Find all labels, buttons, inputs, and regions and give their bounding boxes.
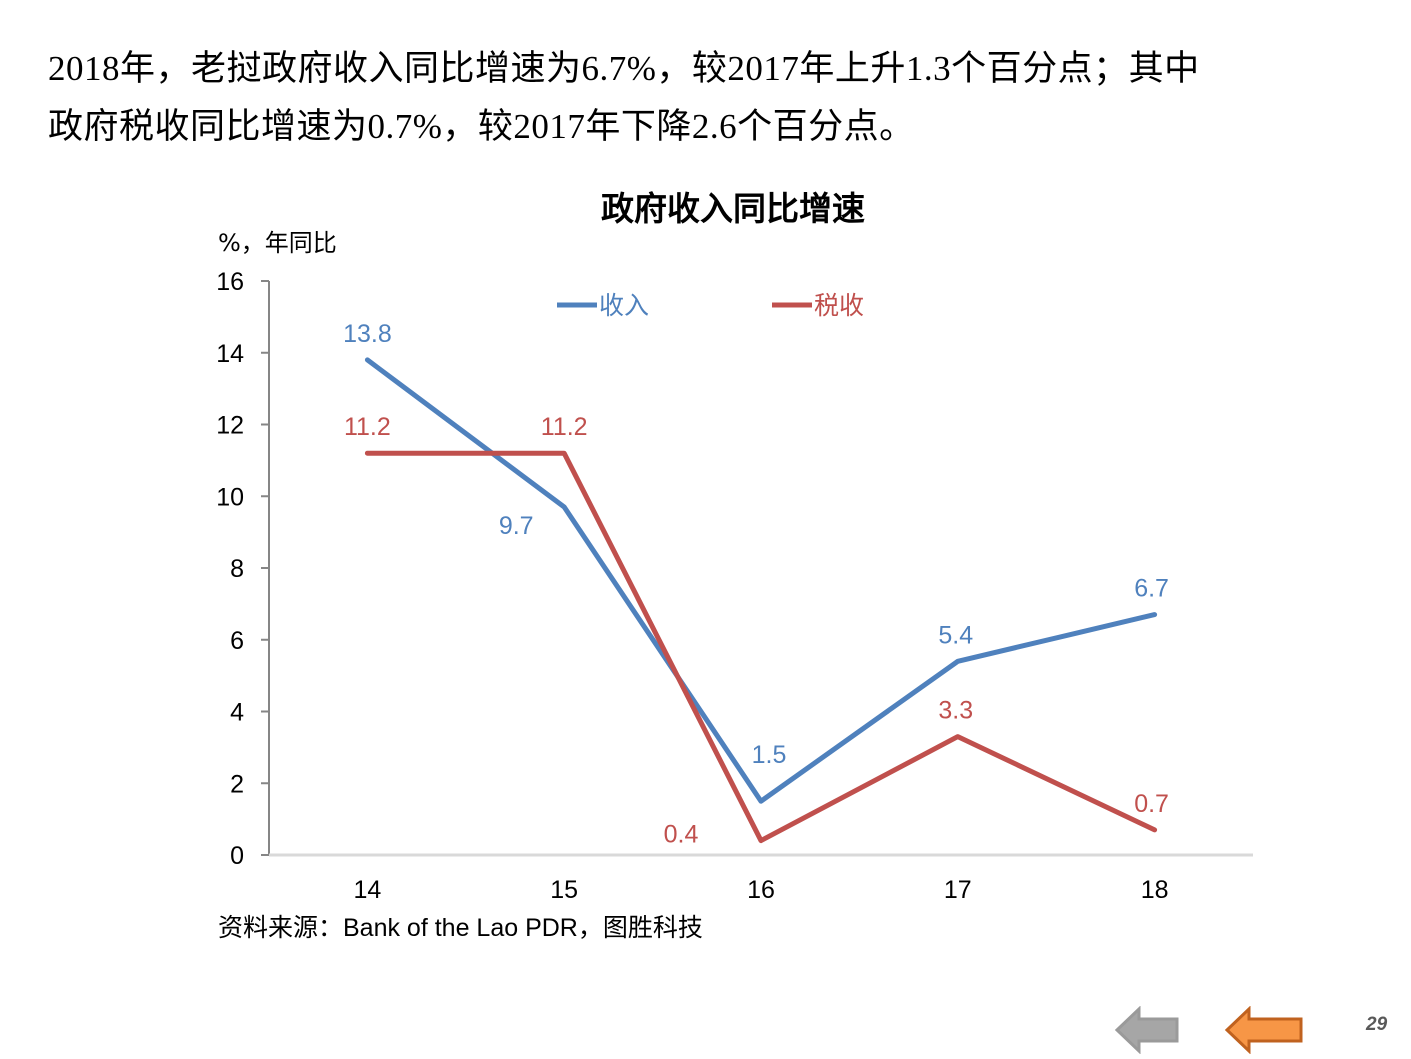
y-tick-label: 16 [216,268,244,296]
line-chart: 政府收入同比增速 %，年同比 0 2 4 6 8 10 12 14 16 14 15 16 17 18 收… [0,0,1411,1000]
data-label: 9.7 [499,512,534,540]
y-tick-label: 10 [216,483,244,511]
y-tick-label: 2 [230,770,244,798]
orange-left-arrow-icon [1223,1006,1305,1054]
data-label: 11.2 [541,413,588,441]
legend-label-0: 收入 [599,291,649,320]
data-label: 11.2 [344,413,391,441]
x-tick-label: 17 [944,876,972,904]
data-labels: 13.8 9.7 1.5 5.4 6.7 11.2 11.2 0.4 3.3 0.7 [343,320,1169,849]
data-label: 1.5 [752,741,787,769]
series-line-0 [367,360,1154,801]
data-label: 13.8 [343,320,392,348]
y-tick-label: 0 [230,842,244,870]
x-tick-label: 18 [1141,876,1169,904]
x-tick-label: 14 [353,876,381,904]
chart-legend: 收入 税收 [557,291,864,320]
data-label: 0.7 [1134,790,1169,818]
y-tick-label: 12 [216,412,244,440]
y-axis-label: %，年同比 [218,229,337,257]
chart-title: 政府收入同比增速 [601,189,865,228]
previous-button[interactable] [1223,1006,1305,1054]
data-label: 5.4 [938,621,973,649]
data-label: 6.7 [1134,575,1169,603]
x-tick-label: 15 [550,876,578,904]
gray-left-arrow-icon [1113,1006,1181,1054]
data-label: 0.4 [664,821,699,849]
y-tick-label: 8 [230,555,244,583]
y-tick-label: 6 [230,627,244,655]
page-number: 29 [1366,1014,1387,1036]
y-tick-label: 14 [216,340,244,368]
legend-label-1: 税收 [814,291,864,320]
source-note: 资料来源：Bank of the Lao PDR，图胜科技 [218,914,703,942]
y-tick-label: 4 [230,699,244,727]
x-tick-label: 16 [747,876,775,904]
series-line-1 [367,453,1154,840]
data-label: 3.3 [938,697,973,725]
back-button[interactable] [1113,1006,1181,1054]
